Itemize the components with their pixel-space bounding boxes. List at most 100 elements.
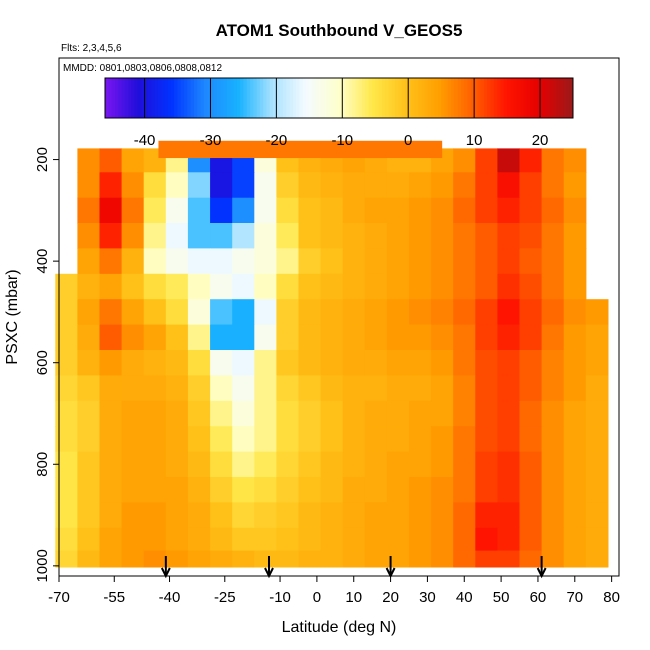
colorbar-segment: [451, 78, 455, 118]
colorbar-segment: [273, 78, 277, 118]
colorbar-segment: [404, 78, 409, 118]
heatmap-cell: [165, 502, 189, 529]
heatmap-cell: [77, 550, 101, 568]
heatmap-cell: [342, 350, 366, 376]
heatmap-cell: [165, 299, 189, 326]
heatmap-cell: [254, 350, 277, 376]
colorbar-segment: [427, 78, 432, 118]
heatmap-cell: [342, 172, 366, 199]
heatmap-cell: [298, 324, 322, 351]
heatmap-cell: [519, 400, 543, 427]
heatmap-cell: [254, 477, 277, 503]
heatmap-cell: [519, 223, 543, 249]
heatmap-cell: [409, 299, 432, 326]
heatmap-cell: [55, 400, 78, 427]
colorbar-tick-label: 20: [532, 132, 549, 149]
colorbar-segment: [536, 78, 541, 118]
heatmap-cell: [143, 299, 167, 326]
colorbar-segment: [154, 78, 159, 118]
heatmap-cell: [453, 299, 476, 326]
heatmap-cell: [475, 451, 498, 478]
colorbar-segment: [269, 78, 274, 118]
heatmap-cell: [364, 426, 388, 453]
colorbar-segment: [431, 78, 436, 118]
colorbar-segment: [434, 78, 439, 118]
x-tick-label: 50: [493, 589, 510, 606]
heatmap-cell: [143, 324, 167, 351]
heatmap-cell: [431, 451, 454, 478]
heatmap-cell: [541, 375, 565, 402]
colorbar-segment: [500, 78, 505, 118]
heatmap-cell: [320, 197, 344, 224]
heatmap-cell: [475, 324, 498, 351]
latitude-arrow: [536, 556, 547, 579]
heatmap-cell: [187, 550, 211, 568]
colorbar-segment: [233, 78, 238, 118]
heatmap-cell: [519, 248, 543, 275]
heatmap-cell: [298, 273, 322, 300]
heatmap-cell: [121, 197, 145, 224]
colorbar-tick-label: -20: [266, 132, 288, 149]
heatmap-cell: [210, 172, 233, 199]
heatmap-cell: [364, 299, 388, 326]
heatmap-cell: [77, 477, 101, 503]
heatmap-cell: [585, 527, 609, 552]
heatmap-cell: [165, 400, 189, 427]
heatmap-cell: [276, 375, 300, 402]
y-tick-label: 600: [34, 350, 51, 375]
heatmap-cell: [409, 477, 432, 503]
heatmap-cell: [497, 350, 521, 376]
heatmap-cell: [320, 451, 344, 478]
heatmap-cell: [563, 223, 587, 249]
colorbar-segment: [507, 78, 511, 118]
heatmap-cell: [431, 477, 454, 503]
x-tick-label: -25: [214, 589, 236, 606]
heatmap-cell: [342, 477, 366, 503]
heatmap-cell: [187, 223, 211, 249]
heatmap-cell: [342, 426, 366, 453]
heatmap-cell: [254, 273, 277, 300]
heatmap-cell: [187, 375, 211, 402]
heatmap-cell: [519, 172, 543, 199]
heatmap-cell: [563, 197, 587, 224]
colorbar-segment: [566, 78, 571, 118]
heatmap-cell: [563, 324, 587, 351]
heatmap-cell: [99, 426, 123, 453]
heatmap-cell: [431, 223, 454, 249]
colorbar-segment: [315, 78, 320, 118]
colorbar-segment: [559, 78, 564, 118]
colorbar-segment: [381, 78, 386, 118]
x-axis-ticks: -70 -55 -40 -25 -10 0 10 20 30 40 50 60 70 80: [48, 576, 620, 606]
heatmap-cell: [585, 550, 609, 568]
heatmap-cell: [541, 527, 565, 552]
colorbar-segment: [197, 78, 202, 118]
heatmap-cell: [519, 324, 543, 351]
colorbar-segment: [174, 78, 179, 118]
colorbar-segment: [137, 78, 142, 118]
colorbar-segment: [167, 78, 172, 118]
heatmap-cell: [276, 273, 300, 300]
y-tick-label: 200: [34, 147, 51, 172]
heatmap-cell: [121, 172, 145, 199]
heatmap-cell: [519, 477, 543, 503]
heatmap-cell: [55, 273, 78, 300]
heatmap-cell: [585, 426, 609, 453]
heatmap-cell: [563, 350, 587, 376]
heatmap-cell: [55, 550, 78, 568]
heatmap-cell: [342, 299, 366, 326]
heatmap-cell: [77, 172, 101, 199]
heatmap-cell: [541, 400, 565, 427]
heatmap-cell: [99, 324, 123, 351]
colorbar-segment: [490, 78, 495, 118]
heatmap-cell: [320, 273, 344, 300]
heatmap-cell: [320, 527, 344, 552]
colorbar-segment: [375, 78, 380, 118]
heatmap-cell: [364, 550, 388, 568]
colorbar-segment: [342, 78, 347, 118]
heatmap-cell: [55, 324, 78, 351]
heatmap-cell: [519, 375, 543, 402]
heatmap-cell: [232, 550, 255, 568]
heatmap-cell: [497, 426, 521, 453]
heatmap-cell: [519, 426, 543, 453]
heatmap-cell: [77, 273, 101, 300]
